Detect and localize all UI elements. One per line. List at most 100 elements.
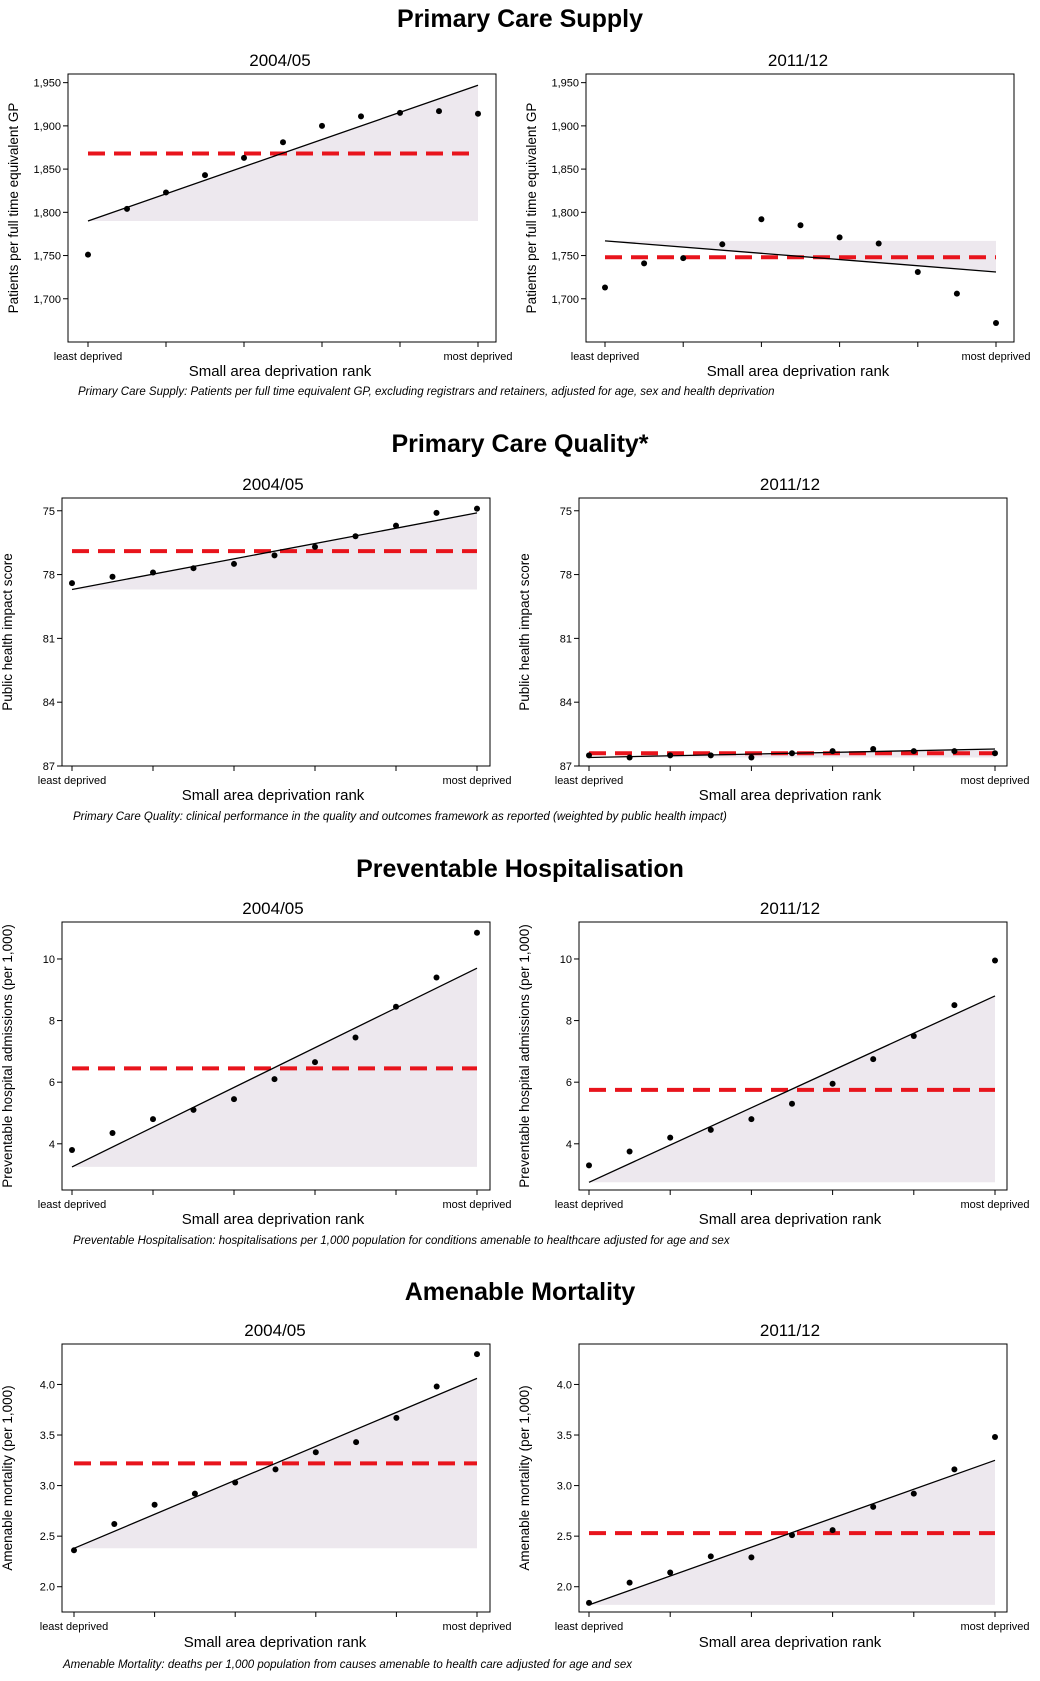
y-tick-label: 1,750 — [551, 251, 579, 263]
trend-line — [588, 995, 996, 1183]
y-tick-label: 78 — [43, 570, 55, 582]
caption-primary-care-quality: Primary Care Quality: clinical performan… — [73, 811, 727, 823]
data-point — [109, 573, 116, 580]
y-tick-label: 1,800 — [551, 207, 579, 219]
data-point — [586, 1162, 592, 1169]
caption-preventable-hospitalisation: Preventable Hospitalisation: hospitalisa… — [73, 1235, 730, 1247]
data-point — [150, 1116, 156, 1123]
data-point — [433, 509, 440, 516]
data-point — [829, 1080, 836, 1087]
data-point — [789, 1532, 795, 1539]
data-point — [992, 750, 998, 757]
data-point — [393, 522, 399, 529]
y-axis-label: Public health impact score — [0, 553, 15, 711]
section-title-primary-care-supply: Primary Care Supply — [397, 5, 643, 33]
y-tick-label: 4 — [566, 1139, 572, 1151]
plot-frame — [67, 73, 497, 343]
y-tick-label: 1,800 — [33, 207, 61, 219]
y-tick-label: 78 — [560, 570, 572, 582]
data-point — [474, 1351, 480, 1358]
plot-frame — [585, 73, 1015, 343]
x-axis-label-hosp-2004: Small area deprivation rank — [181, 1211, 365, 1228]
caption-amenable-mortality: Amenable Mortality: deaths per 1,000 pop… — [63, 1659, 632, 1671]
x-tick-label-most-deprived: most deprived — [960, 775, 1029, 787]
data-point — [190, 1106, 197, 1113]
y-tick-label: 1,850 — [551, 164, 579, 176]
x-tick-label-most-deprived: most deprived — [442, 1621, 511, 1633]
data-point — [748, 1554, 755, 1561]
y-tick-label: 2.0 — [40, 1582, 55, 1594]
x-tick-label-least-deprived: least deprived — [38, 775, 107, 787]
y-tick-label: 1,700 — [551, 294, 579, 306]
y-tick-label: 4.0 — [557, 1379, 572, 1391]
plot-frame — [578, 921, 1008, 1191]
trend-line — [73, 1377, 478, 1549]
data-point — [758, 216, 765, 223]
data-point — [626, 1148, 633, 1155]
data-point — [232, 1479, 239, 1486]
data-point — [312, 1059, 318, 1066]
y-tick-label: 3.0 — [40, 1481, 55, 1493]
data-point — [707, 752, 714, 759]
y-tick-label: 81 — [43, 633, 55, 645]
data-point — [951, 1466, 958, 1473]
y-axis-label: Patients per full time equivalent GP — [524, 103, 539, 314]
y-tick-label: 8 — [49, 1016, 55, 1028]
x-axis-label-mort-2004: Small area deprivation rank — [183, 1634, 367, 1651]
y-tick-label: 75 — [560, 506, 572, 518]
trend-line — [87, 84, 479, 222]
x-axis-label-quality-2004: Small area deprivation rank — [181, 787, 365, 804]
y-tick-label: 87 — [43, 761, 55, 773]
data-point — [202, 172, 208, 179]
data-point — [358, 113, 364, 120]
plot-frame — [578, 1343, 1008, 1613]
y-tick-label: 1,850 — [33, 164, 61, 176]
data-point — [433, 1383, 440, 1390]
plot-frame — [578, 497, 1008, 767]
data-point — [231, 560, 237, 567]
y-tick-label: 1,950 — [33, 78, 61, 90]
data-point — [280, 139, 286, 146]
data-point — [870, 1056, 877, 1063]
x-tick-label-most-deprived: most deprived — [961, 351, 1030, 363]
y-tick-label: 1,950 — [551, 78, 579, 90]
y-tick-label: 1,700 — [33, 294, 61, 306]
x-axis-label-supply-2011: Small area deprivation rank — [706, 363, 890, 380]
x-axis-label-quality-2011: Small area deprivation rank — [698, 787, 882, 804]
data-point — [475, 110, 481, 117]
data-point — [641, 260, 648, 267]
data-point — [707, 1126, 714, 1133]
trend-line — [71, 512, 478, 591]
data-point — [150, 569, 156, 576]
trend-line — [604, 240, 997, 273]
data-point — [914, 268, 921, 275]
data-point — [586, 752, 592, 759]
data-point — [910, 1490, 917, 1497]
data-point — [111, 1521, 118, 1528]
y-tick-label: 1,900 — [551, 121, 579, 133]
x-tick-label-least-deprived: least deprived — [54, 351, 123, 363]
panel-title-quality-2004: 2004/05 — [242, 475, 304, 494]
plot-frame — [61, 497, 491, 767]
y-axis-label: Patients per full time equivalent GP — [6, 103, 21, 314]
x-tick-label-least-deprived: least deprived — [555, 1199, 624, 1211]
y-tick-label: 84 — [560, 697, 572, 709]
data-point — [789, 1100, 795, 1107]
x-tick-label-most-deprived: most deprived — [443, 351, 512, 363]
data-point — [190, 565, 197, 572]
data-point — [474, 505, 480, 512]
x-tick-label-most-deprived: most deprived — [442, 775, 511, 787]
data-point — [789, 750, 795, 757]
y-tick-label: 2.5 — [557, 1531, 572, 1543]
data-point — [586, 1599, 592, 1606]
x-tick-label-most-deprived: most deprived — [960, 1621, 1029, 1633]
x-tick-label-least-deprived: least deprived — [38, 1199, 107, 1211]
data-point — [312, 543, 318, 550]
data-point — [626, 1579, 633, 1586]
x-tick-label-least-deprived: least deprived — [555, 775, 624, 787]
data-point — [69, 1146, 75, 1153]
y-tick-label: 3.5 — [557, 1430, 572, 1442]
y-tick-label: 84 — [43, 697, 55, 709]
panel-title-supply-2011: 2011/12 — [767, 51, 829, 70]
